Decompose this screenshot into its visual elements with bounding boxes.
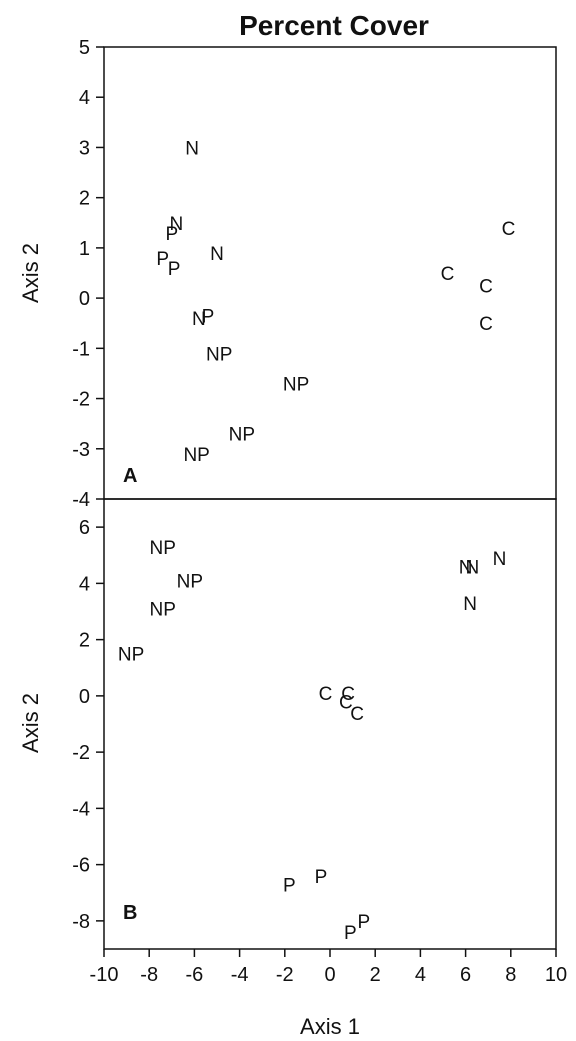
panel-a-y-tick-label: 2 — [79, 188, 90, 210]
x-tick-label: -8 — [140, 964, 158, 986]
panel-b-point-p: P — [344, 923, 357, 944]
x-tick-label: 6 — [460, 964, 471, 986]
panel-a-y-tick-label: -4 — [72, 489, 90, 511]
panel-b-y-tick-label: -8 — [72, 911, 90, 933]
x-tick-label: 8 — [505, 964, 516, 986]
panel-a-point-np: NP — [283, 374, 309, 395]
panel-a-point-c: C — [479, 314, 493, 335]
panel-b-point-n: N — [459, 558, 473, 579]
panel-b-point-c: C — [339, 693, 353, 714]
x-tick-label: 10 — [545, 964, 567, 986]
x-tick-label: -10 — [90, 964, 119, 986]
panel-a-y-tick-label: 5 — [79, 37, 90, 59]
panel-a-point-n: N — [210, 244, 224, 265]
panel-b-y-axis-label: Axis 2 — [18, 693, 43, 753]
panel-b-point-np: NP — [177, 572, 203, 593]
panel-a-point-n: N — [192, 309, 206, 330]
panel-a-point-c: C — [502, 219, 516, 240]
panel-a-point-c: C — [441, 264, 455, 285]
x-tick-label: 2 — [370, 964, 381, 986]
panel-a-y-tick-label: -3 — [72, 439, 90, 461]
x-tick-label: 4 — [415, 964, 426, 986]
panel-b-y-tick-label: 0 — [79, 686, 90, 708]
panel-b-frame — [103, 498, 557, 950]
panel-a-y-tick-label: 3 — [79, 137, 90, 159]
panel-b-point-p: P — [315, 867, 328, 888]
panel-b-point-c: C — [350, 704, 364, 725]
panel-b-label: B — [123, 902, 137, 924]
panel-b-point-n: N — [466, 558, 480, 579]
panel-b-point-np: NP — [118, 645, 144, 666]
panel-a-y-tick-label: -1 — [72, 338, 90, 360]
x-tick-label: 0 — [324, 964, 335, 986]
panel-a-y-tick-label: 1 — [79, 238, 90, 260]
panel-a-point-p: P — [165, 224, 178, 245]
panel-a-point-c: C — [479, 277, 493, 298]
panel-b-point-n: N — [493, 549, 507, 570]
panel-b-point-np: NP — [150, 538, 176, 559]
panel-a-label: A — [123, 465, 137, 487]
panel-b-point-p: P — [358, 912, 371, 933]
panel-b-point-np: NP — [150, 600, 176, 621]
panel-a-point-p: P — [202, 307, 215, 328]
panel-b-point-n: N — [463, 594, 477, 615]
panel-a-point-np: NP — [206, 344, 232, 365]
panel-a-point-np: NP — [183, 445, 209, 466]
panel-b-y-tick-label: 6 — [79, 517, 90, 539]
x-tick-label: -6 — [186, 964, 204, 986]
panel-a-y-tick-label: 0 — [79, 288, 90, 310]
x-tick-label: -4 — [231, 964, 249, 986]
x-axis-label: Axis 1 — [300, 1014, 360, 1039]
panel-b-point-c: C — [341, 684, 355, 705]
panel-b-point-c: C — [319, 684, 333, 705]
panel-b-point-p: P — [283, 875, 296, 896]
panel-a-point-np: NP — [229, 425, 255, 446]
panel-b-y-tick-label: -6 — [72, 855, 90, 877]
x-tick-label: -2 — [276, 964, 294, 986]
panel-a-point-p: P — [156, 249, 169, 270]
panel-a-y-axis-label: Axis 2 — [18, 243, 43, 303]
panel-b-y-tick-label: -4 — [72, 798, 90, 820]
panel-b-y-tick-label: 2 — [79, 630, 90, 652]
panel-a-y-tick-label: 4 — [79, 87, 90, 109]
panel-a-point-p: P — [168, 259, 181, 280]
panel-b-y-tick-label: -2 — [72, 742, 90, 764]
panel-a-point-n: N — [185, 138, 199, 159]
panel-a-y-tick-label: -2 — [72, 389, 90, 411]
panel-b-y-tick-label: 4 — [79, 573, 90, 595]
panel-a-point-n: N — [169, 214, 183, 235]
chart-title: Percent Cover — [239, 10, 429, 41]
